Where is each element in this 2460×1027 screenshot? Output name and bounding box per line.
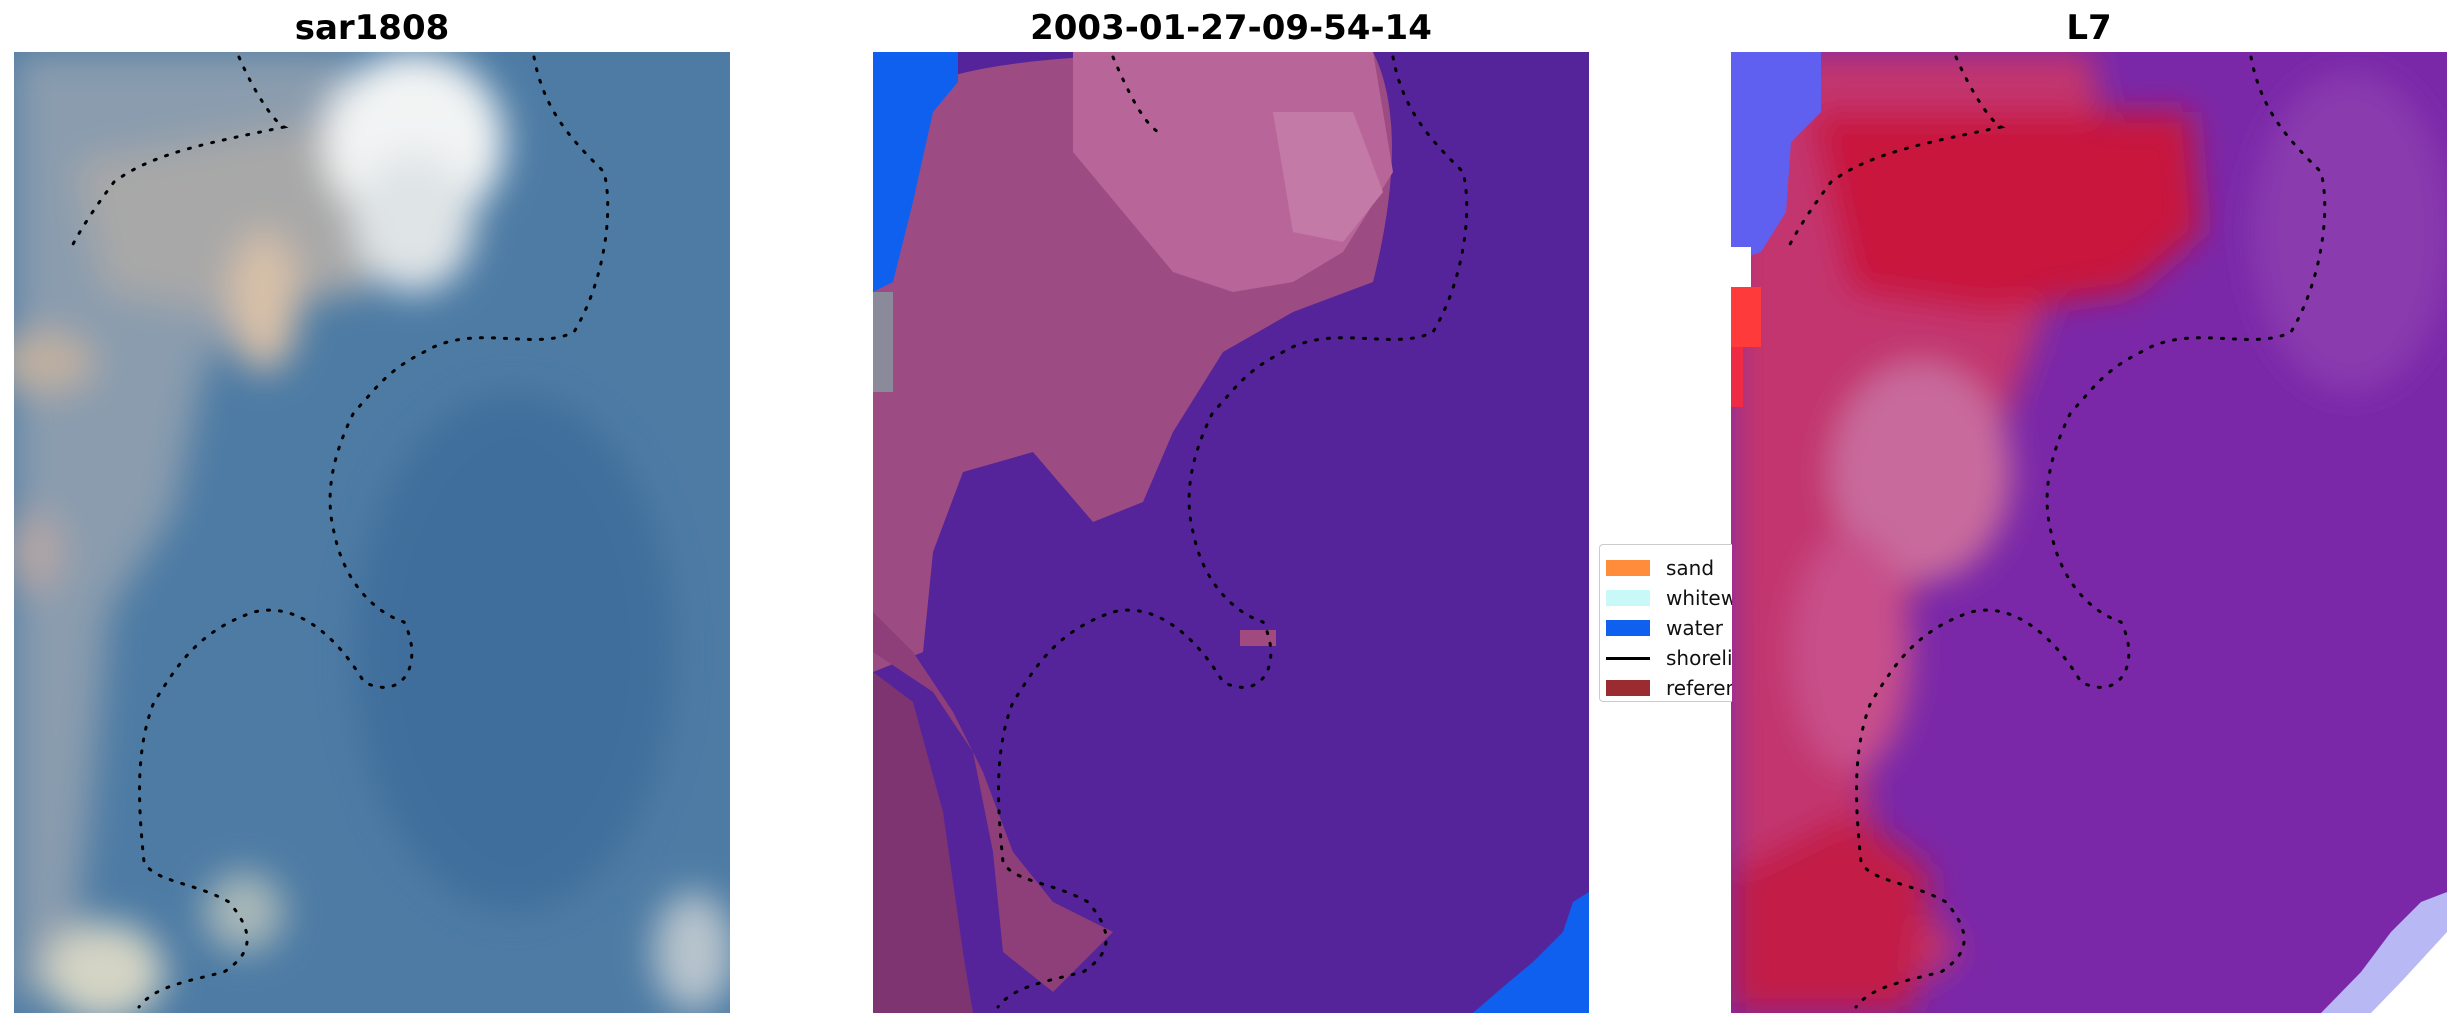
- reference-swatch: [1606, 680, 1650, 696]
- legend-label: shoreline: [1666, 646, 1732, 670]
- l7-index-image: [1731, 52, 2447, 1013]
- panel-title: 2003-01-27-09-54-14: [1030, 8, 1432, 48]
- panel-title: sar1808: [294, 8, 450, 48]
- legend-label: sand: [1666, 556, 1715, 580]
- legend-item-reference: reference: [1606, 673, 1732, 701]
- shoreline-line-icon: [1606, 656, 1650, 660]
- water-swatch: [1606, 620, 1650, 636]
- sand-swatch: [1606, 560, 1650, 576]
- legend-label: reference: [1666, 676, 1732, 700]
- legend-label: water: [1666, 616, 1723, 640]
- whitewater-swatch: [1606, 590, 1650, 606]
- legend-item-sand: sand: [1606, 553, 1714, 583]
- classified-image: [873, 52, 1589, 1013]
- legend-item-shoreline: shoreline: [1606, 643, 1732, 673]
- rgb-satellite-image: [14, 52, 730, 1013]
- panel-title: L7: [2066, 8, 2112, 48]
- legend-item-water: water: [1606, 613, 1723, 643]
